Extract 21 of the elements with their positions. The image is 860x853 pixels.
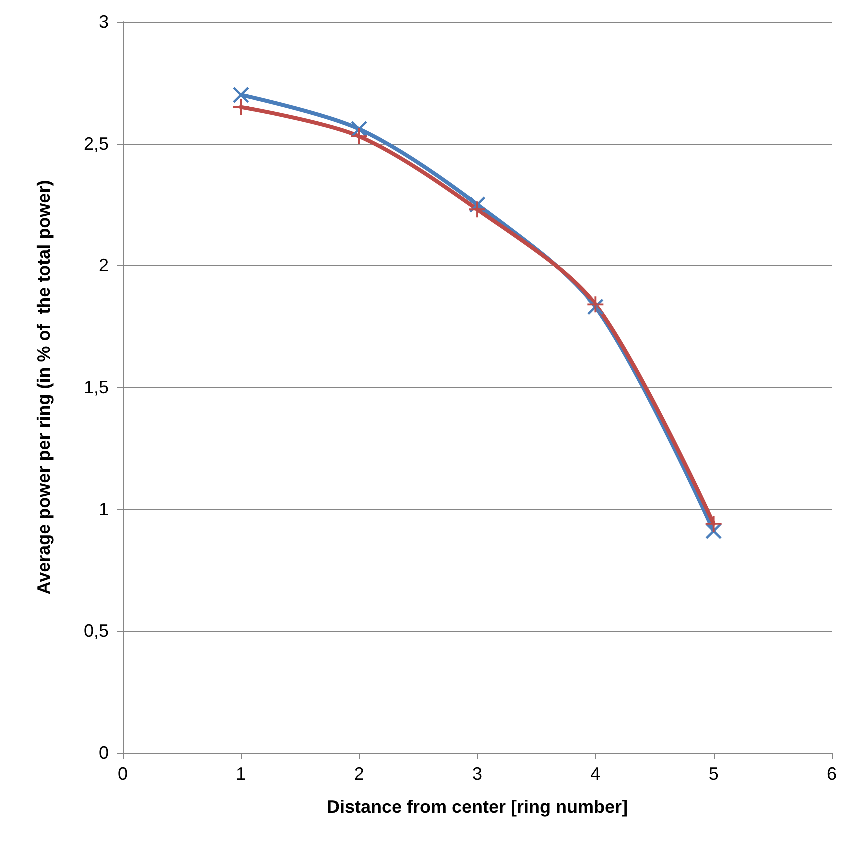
y-tick-label: 1,5: [84, 378, 109, 398]
y-tick-label: 2,5: [84, 134, 109, 154]
point: [233, 99, 250, 116]
x-tick-label: 3: [472, 764, 483, 784]
y-tick-label: 1: [98, 499, 109, 520]
point: [706, 516, 722, 532]
x-tick-label: 5: [708, 764, 719, 784]
point: [351, 128, 368, 145]
x-tick-label: 2: [354, 764, 364, 784]
x-tick-label: 6: [826, 764, 838, 784]
point: [233, 87, 250, 104]
y-tick-label: 0,5: [84, 621, 109, 642]
point: [470, 202, 486, 218]
y-axis-title: Average power per ring (in % of the total power): [34, 180, 54, 595]
x-tick-label: 1: [236, 764, 246, 784]
y-tick-label: 0: [98, 743, 109, 763]
y-tick-label: 2: [98, 256, 109, 276]
x-axis-title: Distance from center [ring number]: [326, 797, 628, 817]
y-tick-label: 3: [98, 12, 109, 32]
x-tick-label: 0: [118, 764, 128, 784]
x-tick-label: 4: [590, 764, 601, 784]
